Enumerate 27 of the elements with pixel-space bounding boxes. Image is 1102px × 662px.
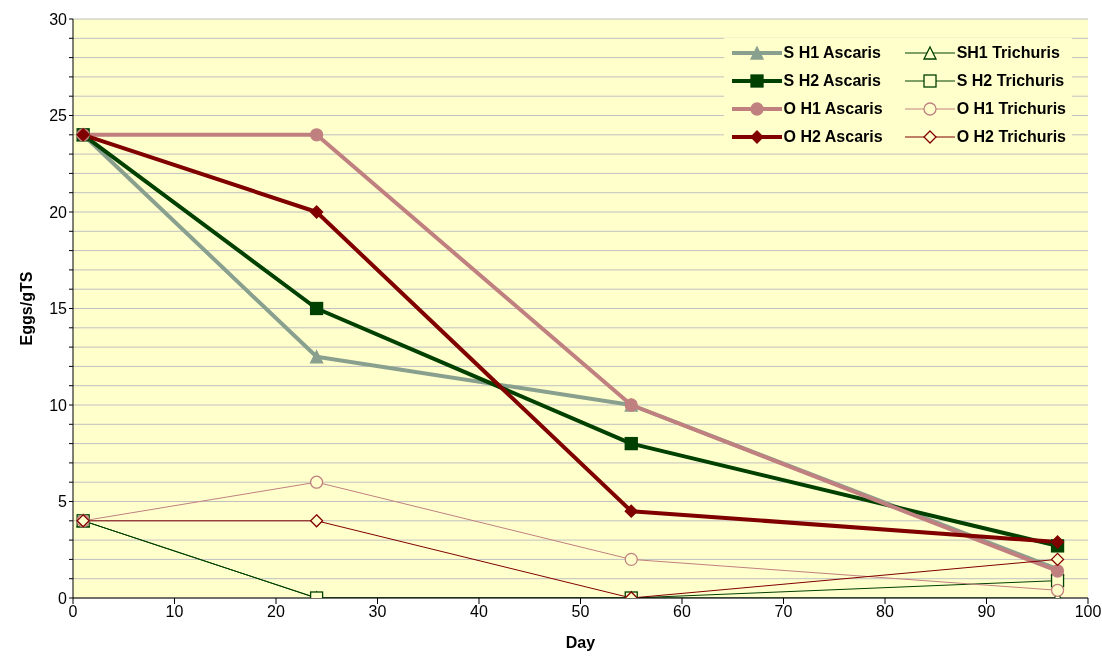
- x-tick-label: 10: [165, 603, 184, 621]
- legend-label: S H2 Trichuris: [956, 72, 1065, 90]
- x-tick-label: 100: [1074, 603, 1102, 621]
- legend-label: O H2 Ascaris: [783, 128, 883, 146]
- y-tick-label: 25: [49, 107, 68, 125]
- x-tick-label: 90: [977, 603, 996, 621]
- y-tick-label: 15: [49, 300, 68, 318]
- x-tick-label: 40: [470, 603, 488, 621]
- y-tick-label: 30: [49, 10, 68, 28]
- x-tick-label: 30: [368, 603, 387, 621]
- y-axis-title: Eggs/gTS: [17, 271, 35, 346]
- y-tick-label: 20: [49, 203, 68, 221]
- x-axis-title: Day: [565, 634, 596, 651]
- y-tick-label: 0: [58, 589, 68, 607]
- legend-label: O H2 Trichuris: [956, 128, 1066, 146]
- y-tick-label: 10: [49, 396, 68, 414]
- legend-label: O H1 Ascaris: [783, 100, 883, 118]
- x-tick-label: 70: [774, 603, 793, 621]
- x-tick-label: 60: [673, 603, 691, 621]
- legend-label: S H2 Ascaris: [783, 72, 881, 90]
- legend-label: SH1 Trichuris: [956, 44, 1060, 62]
- x-tick-label: 50: [571, 603, 590, 621]
- legend-label: O H1 Trichuris: [956, 100, 1066, 118]
- y-tick-label: 5: [58, 493, 68, 511]
- x-tick-label: 20: [267, 603, 285, 621]
- legend-label: S H1 Ascaris: [783, 44, 881, 62]
- x-tick-label: 80: [876, 603, 894, 621]
